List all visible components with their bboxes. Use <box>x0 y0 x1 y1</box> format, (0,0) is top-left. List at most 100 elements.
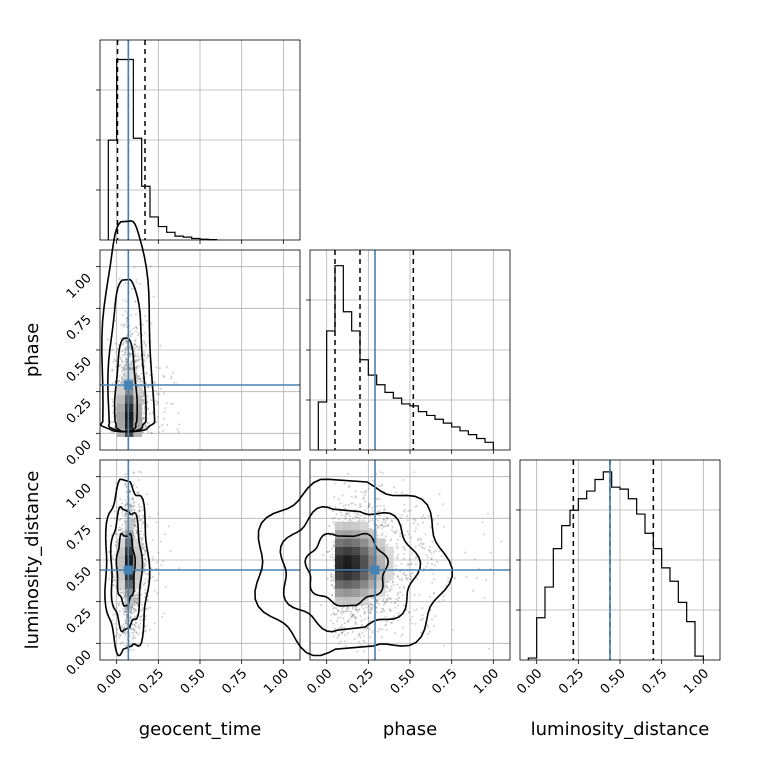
sample-point <box>355 650 358 653</box>
sample-point <box>381 607 384 610</box>
sample-point <box>401 633 404 636</box>
sample-point <box>362 639 365 642</box>
density-block <box>125 546 134 556</box>
sample-point <box>139 615 142 618</box>
sample-point <box>332 607 335 610</box>
sample-point <box>129 335 132 338</box>
sample-point <box>125 484 128 487</box>
sample-point <box>137 355 140 358</box>
sample-point <box>394 602 397 605</box>
sample-point <box>354 503 357 506</box>
sample-point <box>135 278 138 281</box>
sample-point <box>354 606 357 609</box>
sample-point <box>381 472 384 475</box>
density-block <box>360 538 369 547</box>
sample-point <box>380 485 383 487</box>
sample-point <box>391 580 394 583</box>
density-block <box>360 555 369 564</box>
sample-point <box>343 482 346 485</box>
sample-point <box>338 633 341 636</box>
sample-point <box>406 515 408 518</box>
y-tick-label-phase: 0.75 <box>64 313 95 344</box>
sample-point <box>367 608 370 611</box>
sample-point <box>149 374 152 377</box>
sample-point <box>123 626 126 629</box>
sample-point <box>380 636 383 639</box>
sample-point <box>140 530 143 533</box>
sample-point <box>123 354 126 357</box>
sample-point <box>134 352 137 355</box>
sample-point <box>369 603 372 606</box>
histogram-step-luminosity_distance <box>527 471 704 660</box>
sample-point <box>142 352 145 355</box>
sample-point <box>134 525 136 527</box>
sample-point <box>385 580 388 583</box>
sample-point <box>121 376 124 379</box>
sample-point <box>136 593 139 596</box>
sample-point <box>134 524 137 527</box>
sample-point <box>383 600 386 603</box>
sample-point <box>129 504 132 507</box>
sample-point <box>379 498 382 501</box>
sample-point <box>144 343 147 346</box>
sample-point <box>382 518 385 521</box>
sample-point <box>129 606 132 609</box>
sample-point <box>153 381 156 384</box>
sample-point <box>420 542 423 545</box>
y-axis-label-phase: phase <box>22 323 43 377</box>
sample-point <box>134 325 137 328</box>
sample-point <box>333 612 336 615</box>
sample-point <box>354 608 357 611</box>
sample-point <box>326 550 329 553</box>
sample-point <box>111 558 114 561</box>
sample-point <box>142 547 145 550</box>
density-block <box>343 555 352 564</box>
sample-point <box>129 367 132 370</box>
x-tick-label-phase: 0.00 <box>304 666 335 697</box>
sample-point <box>357 635 360 638</box>
sample-point <box>111 404 114 407</box>
sample-point <box>137 360 140 362</box>
sample-point <box>163 375 165 378</box>
sample-point <box>122 530 125 533</box>
sample-point <box>367 502 370 505</box>
sample-point <box>128 516 131 519</box>
sample-point <box>386 600 388 603</box>
sample-point <box>132 634 135 637</box>
sample-point <box>330 576 333 578</box>
sample-point <box>125 520 128 522</box>
y-tick-label-phase: 0.25 <box>64 396 95 427</box>
sample-point <box>333 587 336 590</box>
density-block <box>125 555 134 564</box>
sample-point <box>124 351 127 354</box>
sample-point <box>157 551 160 554</box>
sample-point <box>118 588 121 591</box>
sample-point <box>354 490 357 493</box>
sample-point <box>111 401 114 404</box>
sample-point <box>340 608 343 611</box>
sample-point <box>176 428 179 431</box>
sample-point <box>129 363 132 366</box>
sample-point <box>135 367 138 370</box>
sample-point <box>136 597 139 600</box>
sample-point <box>141 619 144 621</box>
sample-point <box>427 633 430 635</box>
sample-point <box>129 517 132 520</box>
sample-point <box>413 471 416 474</box>
sample-point <box>403 604 406 607</box>
sample-point <box>378 649 381 652</box>
sample-point <box>431 540 434 543</box>
sample-point <box>155 403 158 406</box>
sample-point <box>427 625 430 628</box>
sample-point <box>387 597 390 600</box>
sample-point <box>133 350 136 353</box>
sample-point <box>121 361 124 364</box>
sample-point <box>131 627 134 630</box>
density-block <box>385 571 394 581</box>
density-block <box>116 420 126 429</box>
sample-point <box>135 601 138 604</box>
sample-point <box>131 518 134 521</box>
sample-point <box>117 380 120 383</box>
sample-point <box>396 593 399 596</box>
sample-point <box>328 550 331 553</box>
